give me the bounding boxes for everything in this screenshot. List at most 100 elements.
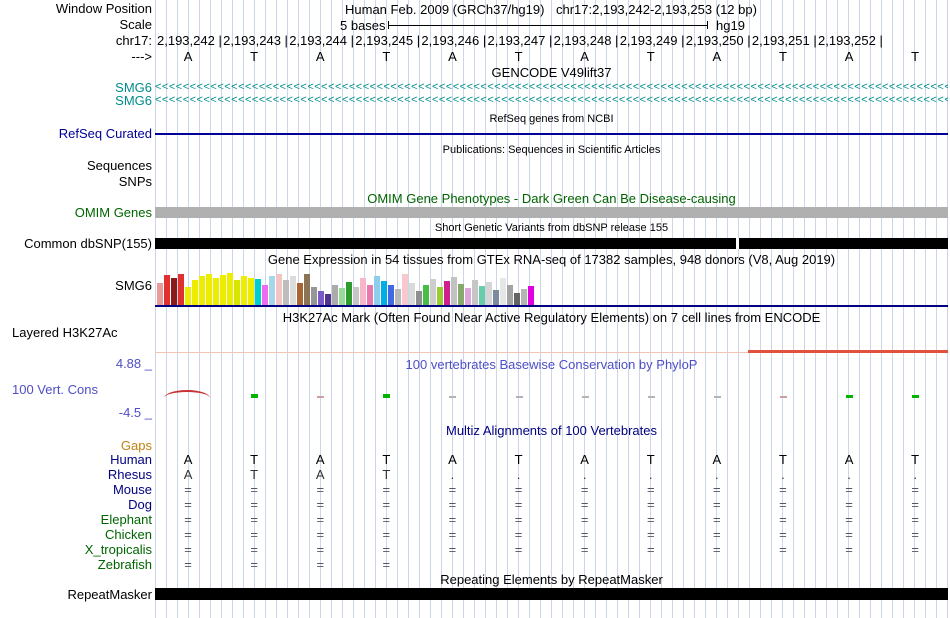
phylop-mark[interactable] xyxy=(515,396,523,398)
alignment-cell[interactable]: = xyxy=(779,512,787,527)
h3k27ac-signal-peak[interactable] xyxy=(748,350,948,353)
alignment-cell[interactable]: = xyxy=(316,512,325,527)
alignment-cell[interactable]: = xyxy=(646,512,655,527)
coordinate-tick[interactable]: 2,193,244 | xyxy=(289,33,355,48)
alignment-cell[interactable]: = xyxy=(646,482,655,497)
alignment-cell[interactable]: T xyxy=(250,467,259,482)
alignment-cell[interactable]: = xyxy=(514,527,523,542)
refseq-curated-label[interactable]: RefSeq Curated xyxy=(58,126,152,141)
gtex-tissue-bar[interactable] xyxy=(234,280,240,305)
alignment-cell[interactable]: = xyxy=(382,527,391,542)
gtex-tissue-bar[interactable] xyxy=(199,276,205,305)
gtex-bar-chart[interactable] xyxy=(0,271,950,305)
phylop-mark[interactable] xyxy=(251,394,259,398)
alignment-cell[interactable]: T xyxy=(250,452,259,467)
species-label-elephant[interactable]: Elephant xyxy=(100,512,152,527)
gtex-tissue-bar[interactable] xyxy=(290,276,296,305)
gtex-tissue-bar[interactable] xyxy=(423,285,429,305)
gtex-tissue-bar[interactable] xyxy=(381,281,387,305)
gtex-tissue-bar[interactable] xyxy=(430,279,436,305)
gtex-tissue-bar[interactable] xyxy=(416,291,422,305)
gtex-tissue-bar[interactable] xyxy=(171,278,177,305)
alignment-cell[interactable]: A xyxy=(183,452,193,467)
repeatmasker-bar[interactable] xyxy=(155,588,948,600)
phylop-mark[interactable] xyxy=(846,395,854,398)
alignment-cell[interactable]: = xyxy=(382,497,391,512)
species-label-dog[interactable]: Dog xyxy=(128,497,152,512)
alignment-cell[interactable]: = xyxy=(779,527,787,542)
alignment-cell[interactable]: A xyxy=(183,467,193,482)
gtex-tissue-bar[interactable] xyxy=(514,293,520,305)
species-label-mouse[interactable]: Mouse xyxy=(112,482,152,497)
phylop-mark[interactable] xyxy=(713,396,721,398)
gtex-tissue-bar[interactable] xyxy=(332,285,338,305)
coordinate-tick[interactable]: 2,193,246 | xyxy=(421,33,487,48)
alignment-cell[interactable]: . xyxy=(450,467,455,482)
refseq-gene-line[interactable] xyxy=(155,133,948,135)
gtex-tissue-bar[interactable] xyxy=(346,282,352,305)
gtex-tissue-bar[interactable] xyxy=(521,289,527,305)
coordinate-tick[interactable]: 2,193,247 | xyxy=(487,33,553,48)
gtex-tissue-bar[interactable] xyxy=(360,278,366,305)
alignment-cell[interactable]: = xyxy=(911,512,919,527)
alignment-cell[interactable]: T xyxy=(514,452,523,467)
gtex-tissue-bar[interactable] xyxy=(220,275,226,305)
alignment-cell[interactable]: = xyxy=(713,542,721,557)
gtex-tissue-bar[interactable] xyxy=(507,285,513,305)
alignment-cell[interactable]: T xyxy=(382,467,391,482)
gene-label-smg6-2[interactable]: SMG6 xyxy=(115,93,152,108)
alignment-cell[interactable]: = xyxy=(382,542,391,557)
alignment-cell[interactable]: = xyxy=(184,482,192,497)
omim-gene-bar[interactable] xyxy=(155,207,948,218)
alignment-cell[interactable]: . xyxy=(913,467,917,482)
sequences-label[interactable]: Sequences xyxy=(86,158,152,173)
alignment-cell[interactable]: = xyxy=(316,557,325,572)
alignment-cell[interactable]: A xyxy=(448,452,457,467)
gtex-tissue-bar[interactable] xyxy=(318,291,324,305)
alignment-cell[interactable]: . xyxy=(582,467,587,482)
alignment-cell[interactable]: = xyxy=(580,542,589,557)
gtex-tissue-bar[interactable] xyxy=(395,289,401,305)
gtex-tissue-bar[interactable] xyxy=(437,287,443,305)
phylop-signal[interactable] xyxy=(0,388,950,398)
alignment-cell[interactable]: = xyxy=(184,512,192,527)
h3k27ac-signal-low[interactable] xyxy=(155,352,948,353)
coordinate-tick[interactable]: 2,193,251 | xyxy=(751,33,817,48)
alignment-cell[interactable]: . xyxy=(516,467,521,482)
gtex-tissue-bar[interactable] xyxy=(262,285,268,305)
omim-genes-label[interactable]: OMIM Genes xyxy=(74,205,152,220)
alignment-cell[interactable]: A xyxy=(844,452,854,467)
gaps-label[interactable]: Gaps xyxy=(120,438,152,453)
alignment-cell[interactable]: = xyxy=(184,497,192,512)
alignment-cell[interactable]: = xyxy=(646,527,655,542)
coordinate-tick[interactable]: 2,193,242 | xyxy=(157,33,222,48)
gtex-tissue-bar[interactable] xyxy=(248,278,254,305)
gene-label-smg6-1[interactable]: SMG6 xyxy=(115,80,152,95)
species-label-human[interactable]: Human xyxy=(110,452,152,467)
alignment-cell[interactable]: = xyxy=(448,482,457,497)
alignment-cell[interactable]: = xyxy=(646,542,655,557)
gtex-tissue-bar[interactable] xyxy=(192,280,198,305)
gtex-tissue-bar[interactable] xyxy=(339,288,345,305)
phylop-mark[interactable] xyxy=(647,396,655,398)
gtex-tissue-bar[interactable] xyxy=(157,283,163,305)
alignment-cell[interactable]: = xyxy=(250,542,258,557)
alignment-cell[interactable]: = xyxy=(514,512,523,527)
gtex-tissue-bar[interactable] xyxy=(269,276,275,305)
alignment-cell[interactable]: = xyxy=(382,512,391,527)
alignment-cell[interactable]: = xyxy=(184,542,192,557)
gtex-tissue-bar[interactable] xyxy=(206,274,212,305)
phylop-curve[interactable] xyxy=(164,390,211,398)
alignment-cell[interactable]: . xyxy=(847,467,851,482)
alignment-cell[interactable]: = xyxy=(316,482,325,497)
alignment-cell[interactable]: A xyxy=(712,452,722,467)
alignment-cell[interactable]: = xyxy=(845,542,853,557)
alignment-cell[interactable]: = xyxy=(713,512,721,527)
alignment-cell[interactable]: = xyxy=(845,497,853,512)
gtex-tissue-bar[interactable] xyxy=(458,284,464,305)
alignment-cell[interactable]: = xyxy=(316,542,325,557)
alignment-cell[interactable]: = xyxy=(845,512,853,527)
alignment-cell[interactable]: = xyxy=(250,557,258,572)
gtex-tissue-bar[interactable] xyxy=(388,285,394,305)
